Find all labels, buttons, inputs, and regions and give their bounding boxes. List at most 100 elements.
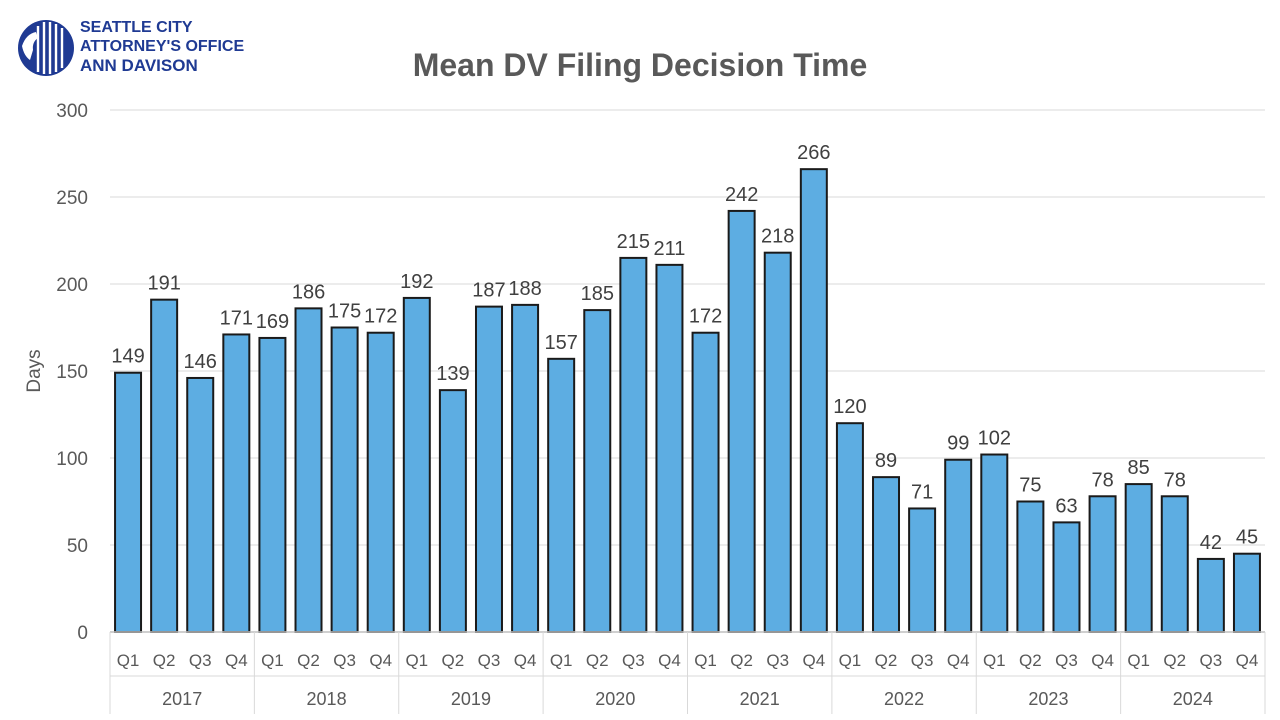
bar: [438, 389, 467, 634]
x-tick-label: Q1: [550, 651, 573, 670]
bar: [402, 296, 431, 633]
year-label: 2024: [1173, 689, 1213, 709]
bar: [763, 251, 792, 633]
data-label: 78: [1164, 469, 1186, 491]
x-axis: Q1 Q2 Q3 Q4 2017 Q1 Q2 Q3 Q4 2018 Q1 Q2 Q3 Q4 2019 Q1 Q2…: [109, 631, 1266, 714]
data-label: 186: [292, 281, 325, 303]
y-tick-label: 150: [56, 362, 88, 383]
bar: [1196, 557, 1225, 633]
bar: [1088, 495, 1117, 633]
bar: [366, 331, 395, 633]
bar: [330, 326, 359, 633]
data-label: 42: [1200, 532, 1222, 554]
y-tick-label: 0: [77, 623, 88, 644]
bar: [727, 209, 756, 633]
bar: [835, 422, 864, 634]
bar: [547, 357, 576, 633]
data-label: 139: [436, 363, 469, 385]
bar: [114, 371, 143, 633]
bar: [150, 298, 179, 633]
bar: [294, 307, 323, 633]
x-tick-label: Q1: [261, 651, 284, 670]
data-label: 63: [1055, 495, 1077, 517]
x-tick-label: Q3: [1200, 651, 1223, 670]
bar: [474, 305, 503, 633]
year-label: 2018: [307, 689, 347, 709]
y-tick-label: 200: [56, 275, 88, 296]
x-tick-label: Q1: [405, 651, 428, 670]
x-tick-label: Q2: [1019, 651, 1042, 670]
x-tick-label: Q3: [189, 651, 212, 670]
bar: [799, 168, 828, 633]
x-tick-label: Q2: [442, 651, 465, 670]
data-label: 215: [617, 231, 650, 253]
x-tick-label: Q1: [983, 651, 1006, 670]
x-tick-label: Q4: [802, 651, 825, 670]
bar: [655, 263, 684, 633]
bar: [691, 331, 720, 633]
data-label: 120: [833, 396, 866, 418]
bar: [944, 458, 973, 633]
x-tick-label: Q4: [514, 651, 537, 670]
bar: [1232, 552, 1261, 634]
data-label: 75: [1019, 475, 1041, 497]
data-label: 102: [978, 428, 1011, 450]
y-axis-ticks: 0 50 100 150 200 250 300: [56, 101, 88, 644]
x-tick-label: Q3: [478, 651, 501, 670]
bar: [258, 336, 287, 633]
bar: [583, 309, 612, 633]
data-label: 85: [1128, 457, 1150, 479]
year-label: 2019: [451, 689, 491, 709]
data-label: 149: [111, 346, 144, 368]
x-tick-label: Q3: [333, 651, 356, 670]
data-label: 169: [256, 311, 289, 333]
x-tick-label: Q2: [153, 651, 176, 670]
bar: [222, 333, 251, 633]
y-tick-label: 50: [67, 536, 88, 557]
x-tick-label: Q4: [1091, 651, 1114, 670]
x-tick-label: Q3: [1055, 651, 1078, 670]
bar: [980, 453, 1009, 633]
data-label: 242: [725, 184, 758, 206]
x-tick-label: Q1: [694, 651, 717, 670]
year-label: 2022: [884, 689, 924, 709]
seattle-seal-icon: [18, 20, 74, 76]
y-tick-label: 300: [56, 101, 88, 122]
data-label: 45: [1236, 527, 1258, 549]
bar: [511, 303, 540, 633]
x-tick-label: Q1: [117, 651, 140, 670]
x-tick-label: Q4: [1236, 651, 1259, 670]
data-label: 172: [364, 306, 397, 328]
x-tick-label: Q2: [875, 651, 898, 670]
y-axis-label: Days: [24, 349, 45, 392]
bar: [908, 507, 937, 633]
data-label: 99: [947, 433, 969, 455]
year-label: 2021: [740, 689, 780, 709]
bar: [872, 476, 901, 634]
data-label: 146: [184, 351, 217, 373]
data-label: 211: [654, 238, 686, 260]
data-label: 71: [911, 481, 933, 503]
x-tick-label: Q1: [839, 651, 862, 670]
x-tick-label: Q3: [766, 651, 789, 670]
bar: [1160, 495, 1189, 633]
bar: [186, 376, 215, 633]
data-label: 172: [689, 306, 722, 328]
data-label: 191: [147, 273, 180, 295]
data-label: 218: [761, 226, 794, 248]
data-label: 171: [220, 307, 253, 329]
data-label: 192: [400, 271, 433, 293]
bar: [1052, 521, 1081, 634]
x-tick-label: Q4: [947, 651, 970, 670]
x-tick-label: Q3: [911, 651, 934, 670]
logo-line-2: ATTORNEY'S OFFICE: [80, 38, 245, 55]
data-label: 188: [508, 278, 541, 300]
x-tick-label: Q3: [622, 651, 645, 670]
bar: [1016, 500, 1045, 633]
year-label: 2020: [595, 689, 635, 709]
x-tick-label: Q4: [225, 651, 248, 670]
logo-line-1: SEATTLE CITY: [80, 19, 193, 36]
x-tick-label: Q2: [297, 651, 320, 670]
